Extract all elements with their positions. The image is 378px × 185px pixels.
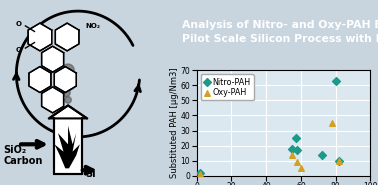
Circle shape bbox=[65, 97, 71, 103]
Polygon shape bbox=[49, 105, 87, 118]
Circle shape bbox=[65, 80, 74, 90]
Nitro-PAH bbox=[319, 153, 325, 156]
Nitro-PAH bbox=[293, 137, 299, 139]
Polygon shape bbox=[54, 118, 82, 174]
Circle shape bbox=[60, 72, 71, 83]
Nitro-PAH bbox=[197, 171, 203, 174]
Polygon shape bbox=[54, 67, 76, 92]
Polygon shape bbox=[54, 126, 80, 168]
Oxy-PAH bbox=[298, 167, 304, 170]
Polygon shape bbox=[28, 23, 52, 51]
Nitro-PAH bbox=[289, 147, 295, 150]
Text: O: O bbox=[15, 47, 21, 53]
Oxy-PAH bbox=[329, 122, 335, 125]
Polygon shape bbox=[29, 67, 51, 92]
Oxy-PAH bbox=[336, 159, 342, 162]
Nitro-PAH bbox=[294, 149, 301, 152]
Y-axis label: Substituted PAH [μg/Nm3]: Substituted PAH [μg/Nm3] bbox=[170, 68, 179, 178]
Text: Analysis of Nitro- and Oxy-PAH Emissions from a
Pilot Scale Silicon Process with: Analysis of Nitro- and Oxy-PAH Emissions… bbox=[182, 20, 378, 44]
Polygon shape bbox=[42, 46, 64, 72]
Oxy-PAH bbox=[294, 161, 301, 164]
Text: Si: Si bbox=[85, 169, 96, 179]
Nitro-PAH bbox=[336, 159, 342, 162]
Oxy-PAH bbox=[197, 173, 203, 176]
Text: O: O bbox=[15, 21, 21, 27]
Legend: Nitro-PAH, Oxy-PAH: Nitro-PAH, Oxy-PAH bbox=[201, 74, 254, 100]
Text: SiO₂
Carbon: SiO₂ Carbon bbox=[4, 145, 43, 166]
Polygon shape bbox=[42, 87, 64, 113]
Oxy-PAH bbox=[289, 153, 295, 156]
Text: NO₂: NO₂ bbox=[85, 23, 100, 29]
Circle shape bbox=[62, 64, 74, 77]
Polygon shape bbox=[55, 23, 79, 51]
Nitro-PAH bbox=[333, 79, 339, 82]
Circle shape bbox=[62, 88, 70, 97]
